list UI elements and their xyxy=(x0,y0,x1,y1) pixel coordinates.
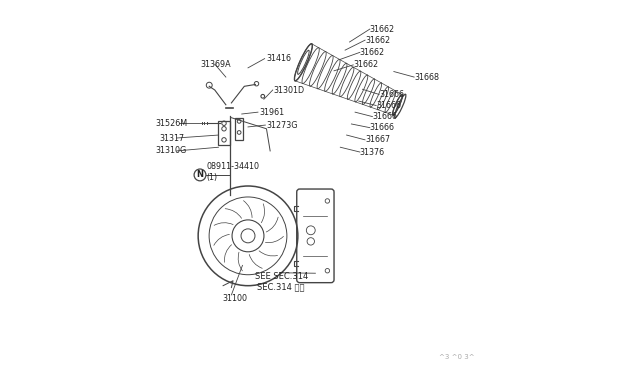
Text: 31662: 31662 xyxy=(365,36,390,45)
Text: 31666: 31666 xyxy=(370,123,395,132)
Text: 31667: 31667 xyxy=(365,135,390,144)
Text: 31666: 31666 xyxy=(372,112,397,121)
Text: 31310G: 31310G xyxy=(156,147,187,155)
Text: 31301D: 31301D xyxy=(274,86,305,94)
Text: 31961: 31961 xyxy=(259,108,284,117)
Text: 31662: 31662 xyxy=(370,25,395,33)
Text: 31666: 31666 xyxy=(379,90,404,99)
Text: 31416: 31416 xyxy=(266,54,291,63)
Text: 31662: 31662 xyxy=(360,48,385,57)
Text: 31666: 31666 xyxy=(376,101,401,110)
Text: 31662: 31662 xyxy=(353,60,378,70)
Text: 31369A: 31369A xyxy=(200,60,230,69)
Text: 31317: 31317 xyxy=(159,134,184,142)
Text: 31100: 31100 xyxy=(222,294,247,303)
Text: N: N xyxy=(196,170,204,179)
Text: 31526M: 31526M xyxy=(156,119,188,128)
Text: 31376: 31376 xyxy=(360,148,385,157)
Text: ^3 ^0 3^: ^3 ^0 3^ xyxy=(440,353,475,359)
Text: 31668: 31668 xyxy=(414,73,439,81)
Text: 08911-34410
(1): 08911-34410 (1) xyxy=(207,162,260,182)
Text: 31273G: 31273G xyxy=(266,121,298,129)
Text: SEE SEC.314
SEC.314 参照: SEE SEC.314 SEC.314 参照 xyxy=(255,272,308,292)
